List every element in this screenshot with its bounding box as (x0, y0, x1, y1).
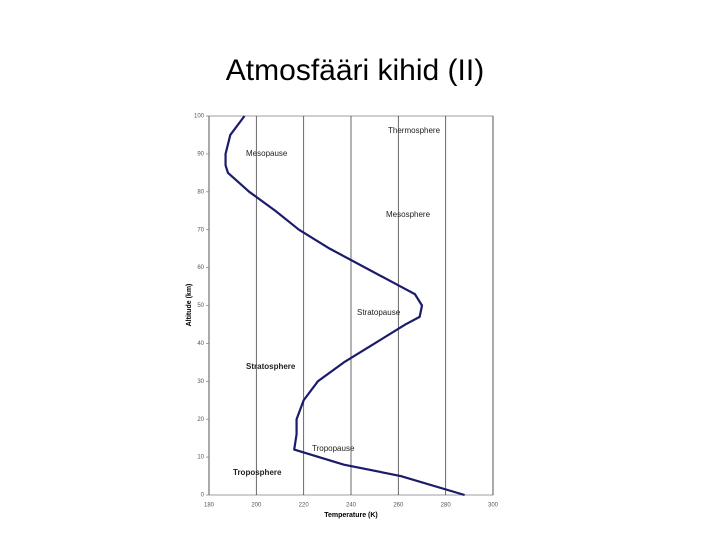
x-tick-label: 260 (393, 503, 404, 509)
x-tick-label: 220 (299, 503, 310, 509)
x-tick-label: 280 (441, 503, 452, 509)
annotation: Stratopause (357, 308, 401, 317)
y-tick-label: 60 (197, 265, 204, 271)
annotation: Mesosphere (386, 210, 431, 219)
y-tick-label: 10 (197, 455, 204, 461)
y-axis-label: Altitude (km) (186, 284, 193, 327)
y-tick-label: 80 (197, 189, 204, 195)
annotation: Tropopause (312, 444, 355, 453)
x-axis-label: Temperature (K) (324, 512, 378, 519)
annotation: Troposphere (233, 468, 282, 477)
x-tick-label: 200 (251, 503, 262, 509)
temperature-line (224, 115, 465, 497)
y-tick-label: 30 (197, 379, 204, 385)
y-tick-label: 40 (197, 341, 204, 347)
y-tick-label: 100 (194, 114, 205, 120)
y-tick-label: 20 (197, 417, 204, 423)
x-tick-label: 180 (204, 503, 215, 509)
chart-title: Atmosfääri kihid (II) (226, 54, 484, 87)
y-tick-label: 70 (197, 227, 204, 233)
y-tick-label: 0 (201, 493, 205, 499)
x-tick-label: 300 (488, 503, 499, 509)
y-tick-label: 90 (197, 151, 204, 157)
x-tick-label: 240 (346, 503, 357, 509)
annotation: Stratosphere (246, 362, 296, 371)
annotation: Mesopause (246, 149, 288, 158)
annotation: Thermosphere (388, 126, 441, 135)
y-tick-label: 50 (197, 303, 204, 309)
